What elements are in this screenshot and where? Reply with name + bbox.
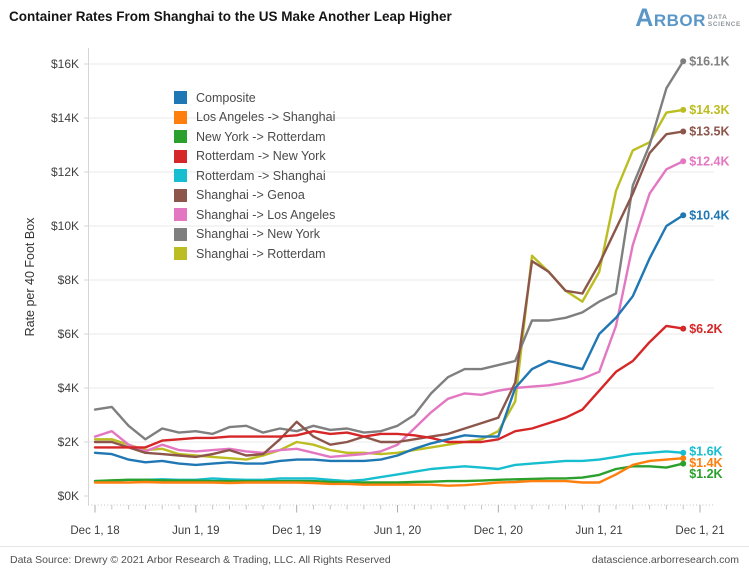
x-tick-label: Jun 1, 19: [172, 525, 219, 537]
y-tick-label: $0K: [58, 489, 79, 503]
series-end-label-rotterdam-new-york: $6.2K: [689, 322, 722, 336]
y-tick-label: $2K: [58, 435, 79, 449]
y-tick-label: $4K: [58, 381, 79, 395]
logo-tagline-line1: DATA: [707, 14, 728, 21]
y-tick-label: $12K: [51, 165, 79, 179]
series-end-label-rotterdam-shanghai: $1.6K: [689, 445, 722, 459]
series-endpoint-rotterdam-shanghai: [680, 449, 687, 456]
legend-item: Shanghai -> Genoa: [174, 186, 335, 206]
series-line-new-york-rotterdam: [93, 462, 685, 484]
series-end-label-shanghai-new-york: $16.1K: [689, 55, 729, 69]
legend-label: Rotterdam -> Shanghai: [196, 168, 326, 183]
series-endpoint-new-york-rotterdam: [680, 460, 687, 467]
series-line-shanghai-rotterdam: [93, 108, 685, 461]
x-tick-label: Dec 1, 18: [70, 525, 119, 537]
y-tick-label: $8K: [58, 273, 79, 287]
legend-label: Composite: [196, 90, 256, 105]
series-line-los-angeles-shanghai: [93, 457, 685, 487]
series-end-label-los-angeles-shanghai: $1.4K: [689, 456, 722, 470]
series-endpoint-shanghai-new-york: [680, 58, 687, 65]
legend-item: Shanghai -> Rotterdam: [174, 244, 335, 264]
legend-label: Shanghai -> Los Angeles: [196, 207, 336, 222]
legend-label: Shanghai -> Genoa: [196, 188, 305, 203]
legend-swatch-shanghai-rotterdam: [174, 247, 187, 261]
series-endpoint-composite: [680, 212, 687, 219]
series-line-shanghai-genoa: [93, 130, 685, 459]
legend-swatch-los-angeles-shanghai: [174, 110, 187, 124]
page-title: Container Rates From Shanghai to the US …: [9, 9, 452, 24]
legend-item: Rotterdam -> New York: [174, 147, 335, 167]
legend-item: New York -> Rotterdam: [174, 127, 335, 147]
legend-swatch-composite: [174, 91, 187, 105]
series-line-rotterdam-new-york: [93, 324, 685, 449]
legend-swatch-shanghai-new-york: [174, 227, 187, 241]
data-source-text: Data Source: Drewry © 2021 Arbor Researc…: [10, 554, 391, 566]
series-end-label-shanghai-los-angeles: $12.4K: [689, 154, 729, 168]
series-endpoint-shanghai-rotterdam: [680, 106, 687, 113]
legend-item: Los Angeles -> Shanghai: [174, 108, 335, 128]
arbor-logo-tagline: DATA SCIENCE: [708, 14, 741, 28]
series-endpoint-shanghai-los-angeles: [680, 158, 687, 165]
x-tick-label: Jun 1, 21: [576, 525, 623, 537]
arbor-logo-brand: ARBOR: [635, 4, 706, 32]
legend-label: Shanghai -> Rotterdam: [196, 246, 326, 261]
series-endpoint-shanghai-genoa: [680, 128, 687, 135]
series-endpoint-rotterdam-new-york: [680, 325, 687, 332]
y-tick-label: $6K: [58, 327, 79, 341]
x-tick-label: Jun 1, 20: [374, 525, 421, 537]
y-tick-label: $16K: [51, 57, 79, 71]
legend-label: New York -> Rotterdam: [196, 129, 326, 144]
chart-legend: Composite Los Angeles -> Shanghai New York…: [174, 88, 335, 264]
series-end-label-shanghai-rotterdam: $14.3K: [689, 103, 729, 117]
legend-swatch-shanghai-genoa: [174, 188, 187, 202]
website-link: datascience.arborresearch.com: [591, 554, 739, 566]
legend-item: Rotterdam -> Shanghai: [174, 166, 335, 186]
legend-label: Shanghai -> New York: [196, 227, 321, 242]
legend-swatch-shanghai-los-angeles: [174, 208, 187, 222]
series-line-composite: [93, 213, 685, 467]
legend-label: Rotterdam -> New York: [196, 149, 326, 164]
series-endpoint-los-angeles-shanghai: [680, 455, 687, 462]
x-tick-label: Dec 1, 20: [474, 525, 523, 537]
legend-swatch-rotterdam-shanghai: [174, 169, 187, 183]
legend-swatch-new-york-rotterdam: [174, 130, 187, 144]
y-tick-label: $10K: [51, 219, 79, 233]
series-line-shanghai-new-york: [93, 60, 685, 441]
legend-swatch-rotterdam-new-york: [174, 149, 187, 163]
series-end-label-composite: $10.4K: [689, 208, 729, 222]
legend-item: Composite: [174, 88, 335, 108]
legend-item: Shanghai -> Los Angeles: [174, 205, 335, 225]
logo-tagline-line2: SCIENCE: [707, 21, 741, 28]
x-tick-label: Dec 1, 19: [272, 525, 321, 537]
y-tick-label: $14K: [51, 111, 79, 125]
series-end-label-new-york-rotterdam: $1.2K: [689, 467, 722, 481]
x-tick-label: Dec 1, 21: [675, 525, 724, 537]
legend-label: Los Angeles -> Shanghai: [196, 110, 336, 125]
series-end-label-shanghai-genoa: $13.5K: [689, 125, 729, 139]
series-line-shanghai-los-angeles: [93, 159, 685, 459]
legend-item: Shanghai -> New York: [174, 225, 335, 245]
footer: Data Source: Drewry © 2021 Arbor Researc…: [0, 546, 749, 572]
arbor-logo: ARBOR DATA SCIENCE: [635, 6, 741, 33]
